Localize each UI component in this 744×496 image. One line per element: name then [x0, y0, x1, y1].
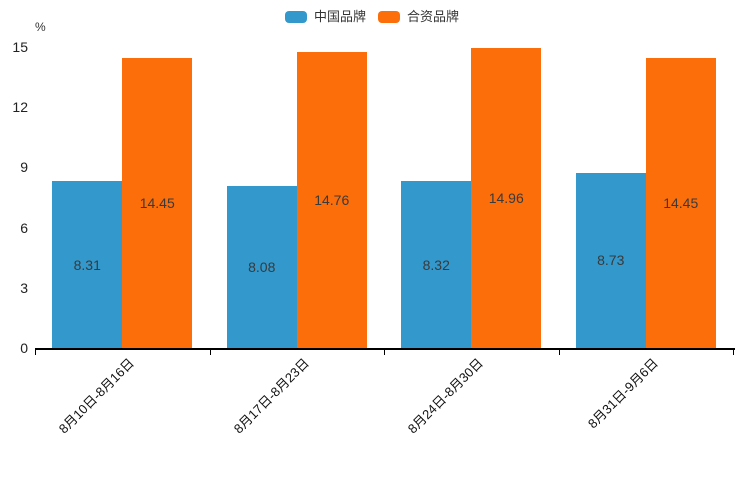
- y-tick-label-9: 9: [20, 159, 28, 176]
- y-tick-label-3: 3: [20, 279, 28, 296]
- legend-label-series1: 合资品牌: [407, 9, 460, 24]
- x-axis-label-cat0: 8月10日-8月16日: [56, 355, 138, 437]
- legend-swatch-series1: [378, 11, 400, 23]
- bar-series1-cat3[interactable]: 14.45: [645, 58, 716, 348]
- bar-series1-cat2[interactable]: 14.96: [471, 47, 542, 348]
- y-tick-label-12: 12: [12, 99, 28, 116]
- x-axis-tick-2: [384, 349, 385, 355]
- bar-series0-cat3[interactable]: 8.73: [575, 172, 646, 348]
- legend-swatch-series0: [284, 11, 307, 23]
- y-tick-label-0: 0: [20, 340, 28, 356]
- y-tick-label-15: 15: [12, 39, 28, 55]
- bar-value-label-series0-cat1: 8.08: [248, 258, 276, 275]
- legend-item-series0[interactable]: 中国品牌: [284, 9, 366, 24]
- x-axis-tick-3: [558, 349, 560, 355]
- y-axis-unit-label: %: [35, 20, 46, 34]
- x-axis-label-cat1: 8月17日-8月23日: [230, 355, 312, 437]
- x-axis-tick-4: [733, 349, 734, 355]
- legend: 中国品牌 合资品牌: [0, 8, 744, 26]
- bar-series0-cat1[interactable]: 8.08: [226, 185, 297, 348]
- bar-value-label-series0-cat3: 8.73: [597, 252, 625, 269]
- bar-series1-cat1[interactable]: 14.76: [296, 51, 367, 348]
- bar-value-label-series0-cat0: 8.31: [73, 256, 101, 273]
- bar-series0-cat0[interactable]: 8.31: [52, 181, 123, 348]
- x-axis-label-cat3: 8月31日-9月6日: [584, 355, 661, 432]
- x-axis-tick-1: [209, 349, 211, 355]
- bar-value-label-series1-cat0: 14.45: [139, 195, 175, 211]
- bar-value-label-series1-cat1: 14.76: [314, 191, 350, 208]
- bar-value-label-series1-cat2: 14.96: [488, 189, 524, 206]
- x-axis-tick-0: [35, 349, 36, 355]
- legend-label-series0: 中国品牌: [313, 9, 366, 24]
- bar-value-label-series0-cat2: 8.32: [422, 256, 450, 273]
- x-axis-label-cat2: 8月24日-8月30日: [405, 355, 487, 437]
- bar-series1-cat0[interactable]: 14.45: [122, 58, 193, 348]
- x-axis-line: [35, 348, 735, 350]
- bar-series0-cat2[interactable]: 8.32: [401, 181, 472, 348]
- bar-value-label-series1-cat3: 14.45: [663, 195, 699, 211]
- legend-item-series1[interactable]: 合资品牌: [378, 10, 459, 24]
- y-tick-label-6: 6: [20, 219, 28, 236]
